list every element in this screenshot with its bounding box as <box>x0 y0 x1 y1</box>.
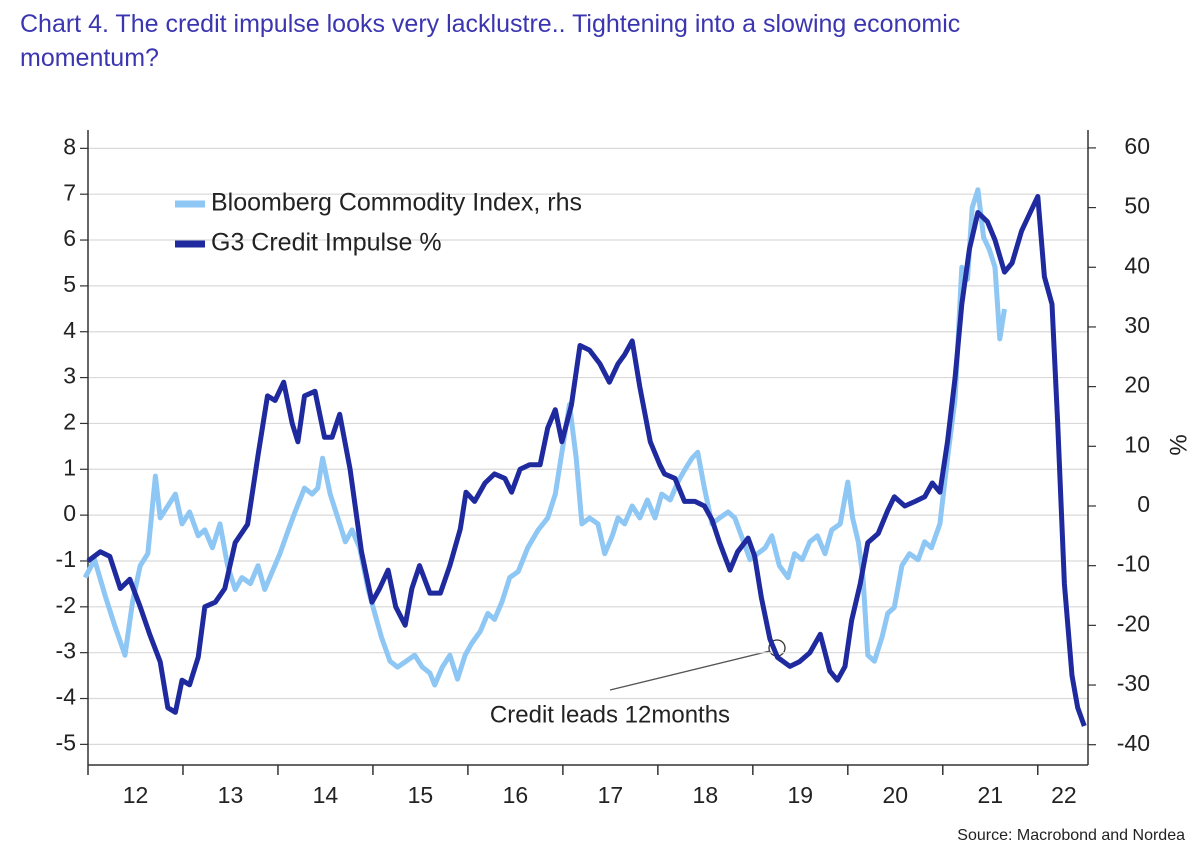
x-tick-label: 14 <box>313 782 339 808</box>
x-tick-label: 13 <box>218 782 244 808</box>
y-tick-label: 7 <box>63 179 76 205</box>
x-tick-label: 15 <box>408 782 434 808</box>
y2-tick-label: 20 <box>1124 372 1150 398</box>
x-tick-label: 19 <box>788 782 814 808</box>
x-tick-label: 22 <box>1051 782 1077 808</box>
y2-tick-label: -40 <box>1117 730 1150 756</box>
y2-tick-label: -20 <box>1117 610 1150 636</box>
y-tick-label: -5 <box>56 729 76 755</box>
y2-tick-label: 50 <box>1124 193 1150 219</box>
x-tick-label: 20 <box>883 782 909 808</box>
chart-title: momentum? <box>20 44 159 72</box>
y-tick-label: -4 <box>56 684 77 710</box>
y2-tick-label: 30 <box>1124 312 1150 338</box>
y-tick-label: 1 <box>63 454 76 480</box>
x-tick-label: 12 <box>123 782 149 808</box>
y-tick-label: -3 <box>56 638 76 664</box>
y2-tick-label: -30 <box>1117 670 1150 696</box>
y2-tick-label: 10 <box>1124 431 1150 457</box>
y-tick-label: 6 <box>63 225 76 251</box>
chart-title: Chart 4. The credit impulse looks very l… <box>20 10 960 38</box>
x-tick-label: 18 <box>693 782 719 808</box>
y-tick-label: 8 <box>63 133 76 159</box>
y2-axis-label: % <box>1165 434 1192 455</box>
y2-tick-label: -10 <box>1117 551 1150 577</box>
y2-tick-label: 40 <box>1124 252 1150 278</box>
y-tick-label: 0 <box>63 500 76 526</box>
annotation: Credit leads 12months <box>490 701 730 728</box>
legend-label: G3 Credit Impulse % <box>211 229 442 257</box>
y2-tick-label: 60 <box>1124 133 1150 159</box>
x-tick-label: 21 <box>977 782 1003 808</box>
y-tick-label: -2 <box>56 592 76 618</box>
y-tick-label: 3 <box>63 363 76 389</box>
legend-label: Bloomberg Commodity Index, rhs <box>211 189 582 217</box>
y-tick-label: -1 <box>56 546 76 572</box>
source: Source: Macrobond and Nordea <box>957 827 1185 844</box>
annotation-leader <box>609 650 771 691</box>
x-tick-label: 17 <box>598 782 624 808</box>
series-line <box>86 194 1087 727</box>
y2-tick-label: 0 <box>1137 491 1150 517</box>
x-tick-label: 16 <box>503 782 529 808</box>
y-tick-label: 5 <box>63 271 76 297</box>
y-tick-label: 4 <box>63 317 76 343</box>
y-tick-label: 2 <box>63 409 76 435</box>
